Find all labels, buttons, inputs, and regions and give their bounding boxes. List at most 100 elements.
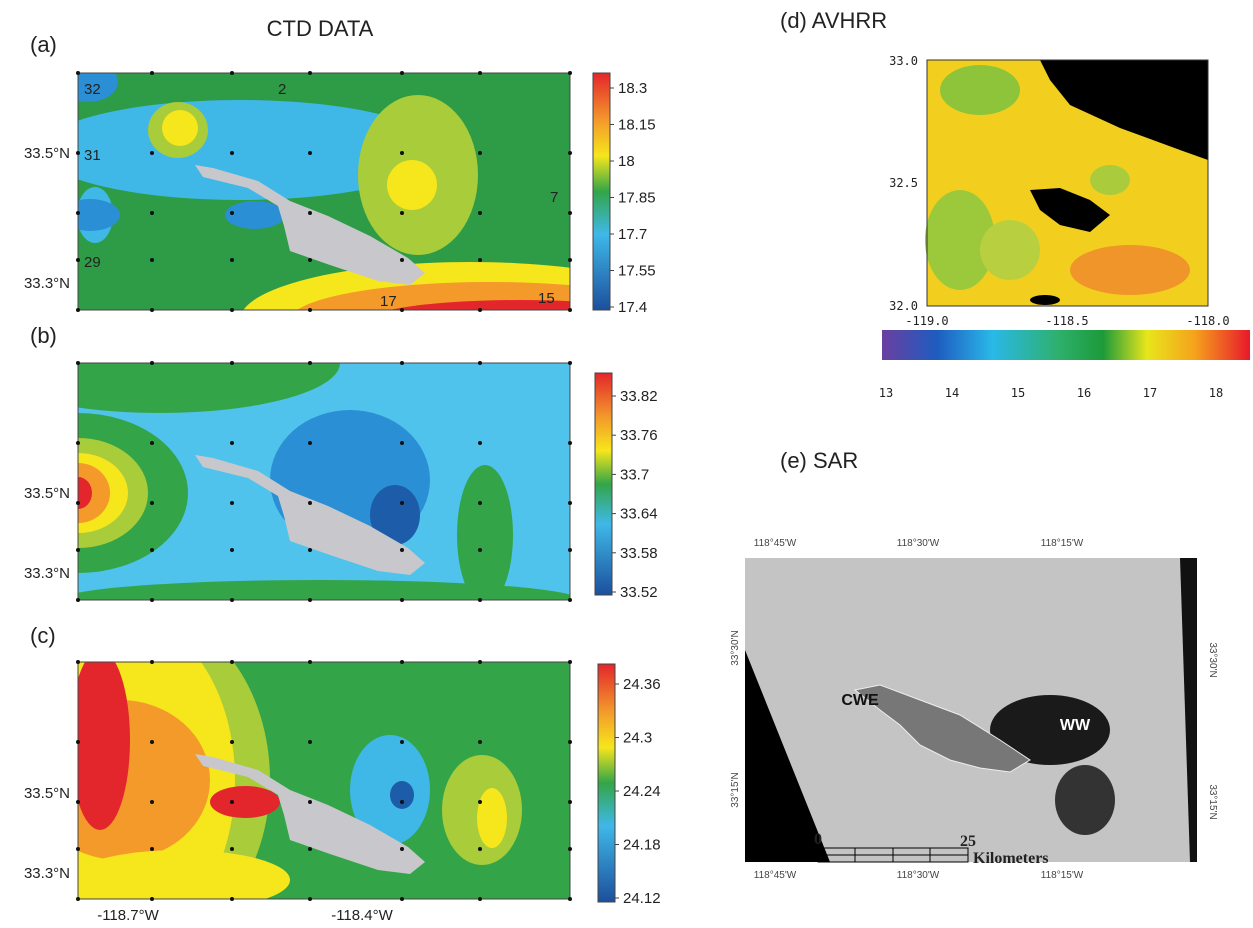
station-dot: [230, 548, 234, 552]
station-dot: [478, 151, 482, 155]
colorbar-label: 24.12: [623, 890, 661, 907]
station-dot: [400, 361, 404, 365]
station-dot: [230, 361, 234, 365]
colorbar-label: 24.24: [623, 783, 661, 800]
scale-label: 0: [814, 831, 822, 848]
sar-image: [745, 558, 1197, 863]
station-dots: [76, 71, 572, 901]
y-tick-label: 32.5: [889, 176, 918, 190]
station-dot: [478, 361, 482, 365]
colorbar-label: 16: [1077, 386, 1091, 400]
stations: 32 2 31 7 29 17 15: [84, 81, 558, 310]
colorbar-label: 14: [945, 386, 959, 400]
station-dot: [76, 361, 80, 365]
station-dot: [568, 308, 572, 312]
colorbar-label: 17: [1143, 386, 1157, 400]
y-tick-label: 32.0: [889, 299, 918, 313]
station-dot: [400, 211, 404, 215]
lon-label: -118.4°W: [331, 907, 393, 924]
colorbar-label: 18.15: [618, 117, 656, 134]
station-dot: [150, 361, 154, 365]
station-dot: [76, 598, 80, 602]
panel-label: (c): [30, 623, 56, 648]
station-dot: [76, 151, 80, 155]
map-b: [78, 363, 570, 600]
station-dot: [150, 211, 154, 215]
x-tick-label: -119.0: [905, 314, 948, 328]
colorbar-label: 33.82: [620, 388, 658, 405]
lat-label: 33.3°N: [24, 275, 70, 292]
station-dot: [150, 548, 154, 552]
colorbar: [882, 330, 1250, 360]
station-dot: [76, 308, 80, 312]
annotation: CWE: [841, 692, 879, 709]
station-label: 31: [84, 147, 101, 164]
station-dot: [478, 548, 482, 552]
colorbar-label: 15: [1011, 386, 1025, 400]
station-dot: [76, 548, 80, 552]
station-dot: [568, 441, 572, 445]
station-dot: [150, 847, 154, 851]
station-label: 29: [84, 254, 101, 271]
station-dot: [568, 151, 572, 155]
station-dot: [230, 740, 234, 744]
station-dot: [400, 800, 404, 804]
colorbar: [594, 372, 613, 596]
station-dot: [400, 598, 404, 602]
station-dot: [76, 847, 80, 851]
station-dot: [568, 71, 572, 75]
station-dot: [568, 598, 572, 602]
station-dot: [308, 800, 312, 804]
station-dot: [150, 897, 154, 901]
station-dot: [478, 897, 482, 901]
colorbar: [597, 663, 616, 903]
station-dot: [478, 660, 482, 664]
lon-label: 118°45'W: [754, 538, 797, 549]
frame: [77, 362, 571, 601]
colorbar-label: 17.55: [618, 263, 656, 280]
x-tick-label: -118.0: [1186, 314, 1229, 328]
station-dot: [150, 800, 154, 804]
colorbar-label: 17.85: [618, 190, 656, 207]
station-dot: [400, 308, 404, 312]
station-dot: [230, 847, 234, 851]
lon-label: 118°15'W: [1041, 870, 1084, 881]
station-dot: [400, 847, 404, 851]
station-dot: [150, 441, 154, 445]
lat-label: 33°15'N: [1207, 784, 1218, 819]
station-dot: [76, 740, 80, 744]
station-dot: [568, 740, 572, 744]
colorbar-label: 33.7: [620, 466, 649, 483]
colorbar-labels: 18.3 18.15 18 17.85 17.7 17.55 17.4 33.82 33.76 3…: [610, 80, 661, 907]
station-dot: [400, 441, 404, 445]
station-dot: [568, 897, 572, 901]
station-dot: [400, 501, 404, 505]
colorbar-label: 17.4: [618, 299, 647, 316]
station-dot: [230, 800, 234, 804]
station-dot: [308, 598, 312, 602]
colorbar-label: 18: [618, 153, 635, 170]
title: CTD DATA: [267, 16, 374, 41]
station-dot: [150, 151, 154, 155]
station-label: 17: [380, 293, 397, 310]
frame: [77, 661, 571, 900]
station-dot: [230, 71, 234, 75]
station-dot: [400, 660, 404, 664]
frame: [77, 72, 571, 311]
station-dot: [150, 598, 154, 602]
station-dot: [308, 71, 312, 75]
station-dot: [568, 501, 572, 505]
station-dot: [230, 151, 234, 155]
map-a: [78, 73, 570, 310]
station-dot: [230, 258, 234, 262]
station-dot: [568, 548, 572, 552]
lat-label: 33.5°N: [24, 785, 70, 802]
station-dot: [230, 897, 234, 901]
station-dot: [76, 800, 80, 804]
lat-label: 33.3°N: [24, 865, 70, 882]
lon-label: -118.7°W: [97, 907, 159, 924]
station-dot: [76, 501, 80, 505]
lon-label: 118°30'W: [897, 538, 940, 549]
